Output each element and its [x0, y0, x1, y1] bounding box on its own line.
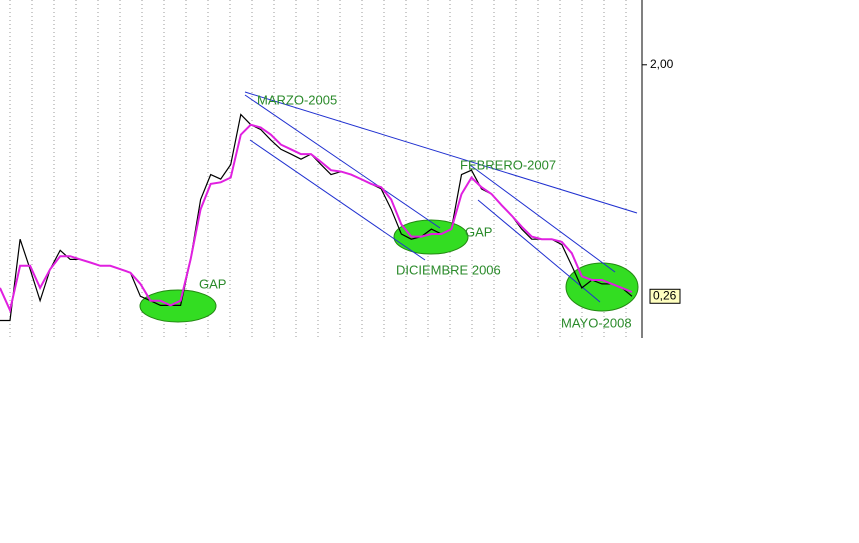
- annotation: DICIEMBRE 2006: [396, 262, 501, 277]
- gap-ellipse: [565, 262, 639, 312]
- last-value-label: 0,26: [653, 288, 677, 302]
- trend-line: [469, 164, 616, 273]
- annotation: MARZO-2005: [257, 92, 337, 107]
- trend-line: [477, 199, 601, 303]
- annotation: GAP: [199, 276, 226, 291]
- annotation: GAP: [465, 224, 492, 239]
- price-line: [0, 123, 633, 314]
- annotation: FEBRERO-2007: [460, 157, 556, 172]
- trend-line: [249, 139, 426, 261]
- trend-line: [244, 94, 441, 229]
- annotation: MAYO-2008: [561, 315, 632, 330]
- last-value-box: [649, 288, 681, 304]
- gap-ellipse: [393, 219, 469, 255]
- y-tick-label: 2,00: [650, 57, 674, 71]
- price-line: [0, 113, 633, 322]
- decorations: [139, 0, 643, 338]
- trend-line: [244, 91, 638, 214]
